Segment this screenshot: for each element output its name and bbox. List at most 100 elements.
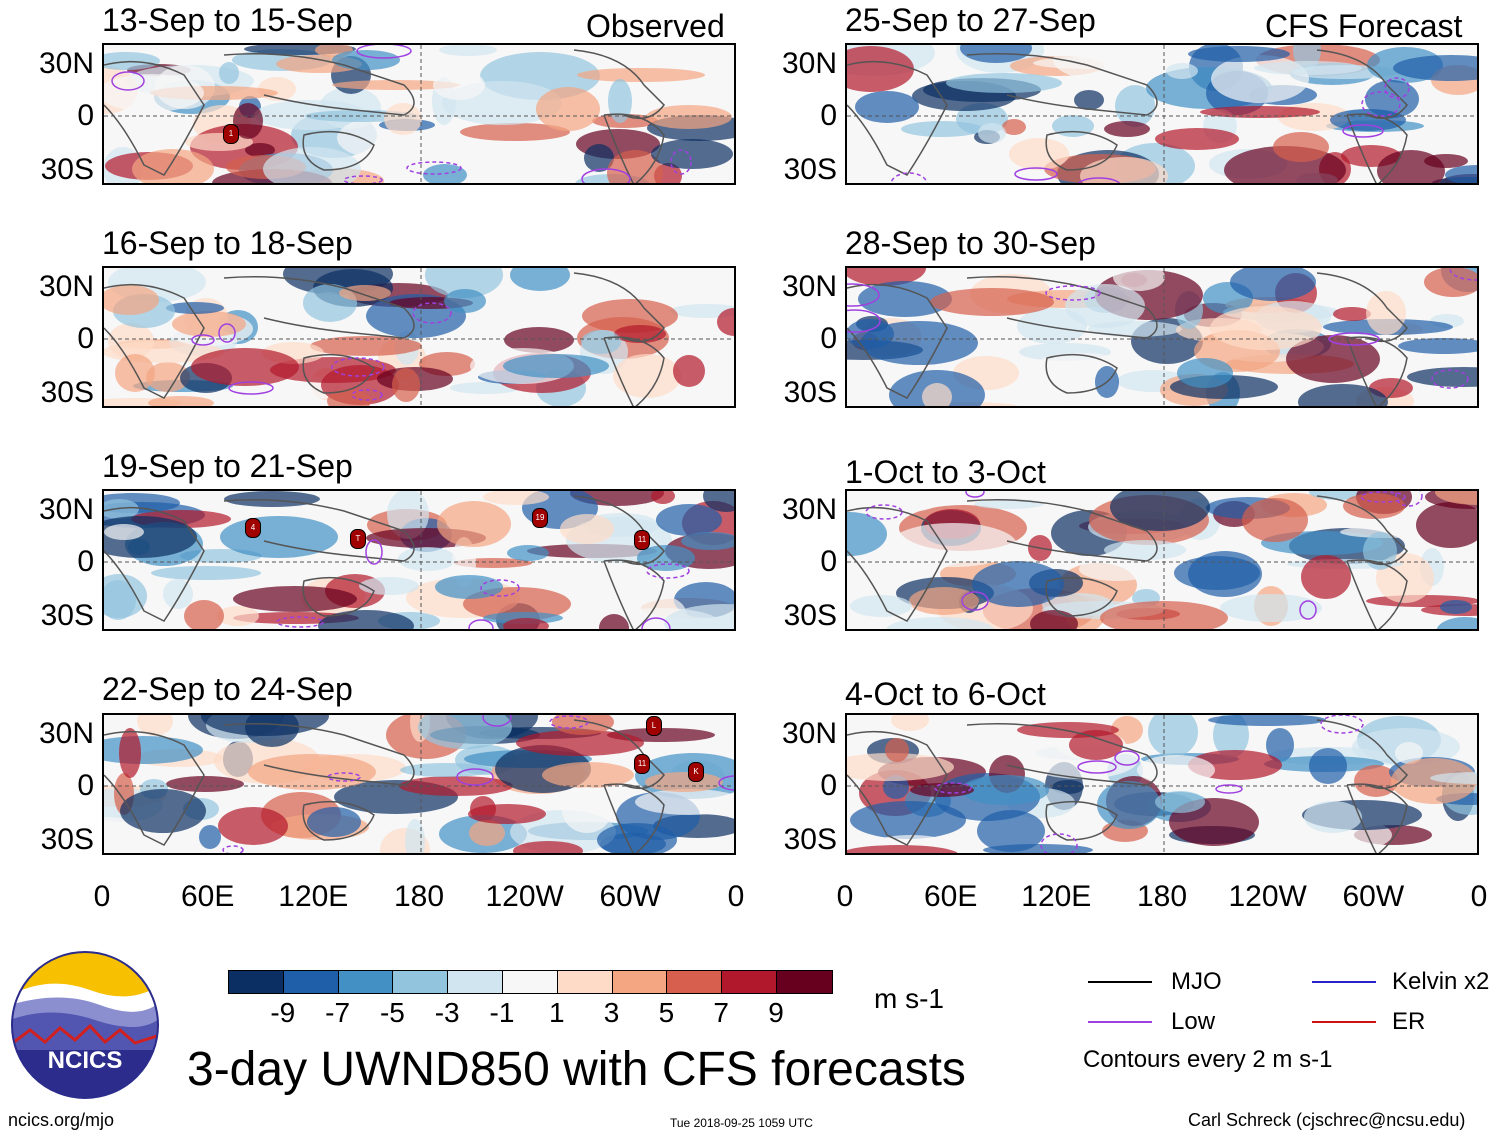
colorbar-swatch: [338, 971, 394, 993]
legend-mjo-line: [1088, 981, 1152, 983]
panel-title: 1-Oct to 3-Oct: [845, 454, 1046, 490]
lat-label: 0: [77, 322, 94, 355]
panel-title: 28-Sep to 30-Sep: [845, 225, 1096, 261]
storm-marker: 4: [245, 518, 261, 538]
legend-kelvin-label: Kelvin x2: [1392, 968, 1490, 995]
panel-title: 13-Sep to 15-Sep: [102, 2, 353, 38]
lon-label: 60W: [599, 880, 662, 913]
lat-label: 0: [820, 99, 837, 132]
lat-label: 30N: [38, 47, 94, 80]
storm-marker: L: [646, 716, 662, 736]
storm-marker: T: [350, 529, 366, 549]
panel-title: 4-Oct to 6-Oct: [845, 676, 1046, 712]
legend-er-label: ER: [1392, 1008, 1426, 1035]
colorbar-units: m s-1: [874, 983, 944, 1014]
lat-label: 0: [77, 545, 94, 578]
panel-title: 25-Sep to 27-Sep: [845, 2, 1096, 38]
colorbar-swatch: [448, 971, 503, 993]
colorbar-swatch: [776, 971, 832, 993]
lat-label: 30N: [781, 270, 837, 303]
lat-label: 30S: [783, 376, 837, 409]
observed-label: Observed: [586, 8, 725, 44]
lat-label: 30N: [781, 493, 837, 526]
lon-label: 120E: [278, 880, 349, 913]
storm-marker: 11: [634, 530, 650, 550]
lat-label: 0: [77, 769, 94, 802]
lat-label: 30S: [40, 376, 94, 409]
colorbar-tick: 1: [549, 997, 565, 1028]
forecast-label: CFS Forecast: [1265, 8, 1463, 44]
lat-label: 0: [820, 322, 837, 355]
colorbar-tick: 5: [658, 997, 675, 1028]
colorbar-tick: -3: [434, 997, 460, 1028]
panel-title: 22-Sep to 24-Sep: [102, 671, 353, 707]
legend-note: Contours every 2 m s-1: [1083, 1046, 1333, 1073]
ncics-logo: NCICS: [10, 950, 160, 1100]
lon-label: 60W: [1342, 880, 1405, 913]
lon-label: 0: [1470, 880, 1488, 913]
main-title: 3-day UWND850 with CFS forecasts: [187, 1043, 966, 1096]
lat-label: 30N: [781, 47, 837, 80]
lon-label: 0: [93, 880, 111, 913]
lat-label: 0: [820, 769, 837, 802]
colorbar-swatch: [502, 971, 558, 993]
lat-label: 30S: [783, 599, 837, 632]
lat-label: 30S: [783, 823, 837, 856]
colorbar: [228, 970, 833, 994]
lon-label: 120W: [1228, 880, 1307, 913]
footer-credit: Carl Schreck (cjschrec@ncsu.edu): [1188, 1110, 1466, 1130]
colorbar-tick: 7: [713, 997, 729, 1028]
anomaly-map: [102, 266, 736, 408]
lat-label: 0: [77, 99, 94, 132]
anomaly-map: [102, 489, 736, 631]
anomaly-map: [845, 266, 1479, 408]
colorbar-tick: -9: [270, 997, 296, 1028]
panel-title: 16-Sep to 18-Sep: [102, 225, 353, 261]
lon-label: 180: [1136, 880, 1188, 913]
lat-label: 30S: [40, 823, 94, 856]
colorbar-tick: -5: [379, 997, 405, 1028]
colorbar-swatch: [557, 971, 613, 993]
storm-marker: 19: [532, 508, 548, 528]
colorbar-swatch: [612, 971, 668, 993]
legend-low-label: Low: [1171, 1008, 1216, 1035]
colorbar-tick: -7: [325, 997, 351, 1028]
lon-label: 120W: [485, 880, 564, 913]
colorbar-swatch: [722, 971, 777, 993]
anomaly-map: [845, 713, 1479, 855]
storm-marker: K: [688, 762, 704, 782]
storm-marker: 11: [634, 754, 650, 774]
lon-label: 60E: [180, 880, 235, 913]
lon-label: 0: [727, 880, 745, 913]
legend-kelvin-line: [1312, 981, 1376, 983]
colorbar-swatch: [229, 971, 284, 993]
anomaly-map: [845, 489, 1479, 631]
lon-label: 60E: [923, 880, 978, 913]
anomaly-map: [845, 43, 1479, 185]
legend-low-line: [1088, 1021, 1152, 1023]
colorbar-tick: 9: [768, 997, 784, 1028]
logo-text: NCICS: [48, 1047, 123, 1074]
storm-marker: 1: [223, 124, 239, 144]
lat-label: 30S: [40, 599, 94, 632]
lat-label: 30N: [781, 717, 837, 750]
footer-timestamp: Tue 2018-09-25 1059 UTC: [670, 1116, 813, 1130]
footer-url[interactable]: ncics.org/mjo: [8, 1110, 115, 1130]
lat-label: 30S: [783, 153, 837, 186]
legend-mjo-label: MJO: [1171, 968, 1222, 995]
lon-label: 0: [836, 880, 854, 913]
anomaly-map: [102, 713, 736, 855]
legend-er-line: [1312, 1021, 1376, 1023]
lat-label: 30N: [38, 717, 94, 750]
lat-label: 30N: [38, 493, 94, 526]
lat-label: 0: [820, 545, 837, 578]
lat-label: 30S: [40, 153, 94, 186]
lat-label: 30N: [38, 270, 94, 303]
colorbar-swatch: [667, 971, 723, 993]
colorbar-tick: -1: [489, 997, 515, 1028]
colorbar-swatch: [283, 971, 339, 993]
lon-label: 180: [393, 880, 445, 913]
panel-title: 19-Sep to 21-Sep: [102, 448, 353, 484]
colorbar-swatch: [393, 971, 449, 993]
lon-label: 120E: [1021, 880, 1092, 913]
